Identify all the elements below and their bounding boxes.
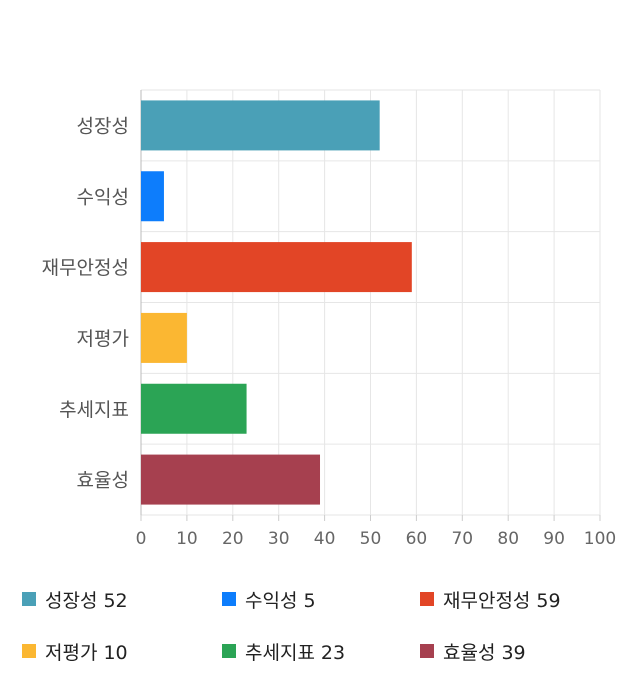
category-label: 효율성 bbox=[77, 470, 129, 492]
legend-swatch bbox=[22, 592, 36, 606]
legend-item: 추세지표 23 bbox=[222, 636, 351, 666]
category-label: 수익성 bbox=[77, 186, 129, 208]
bar bbox=[141, 454, 321, 505]
bar bbox=[141, 100, 380, 151]
legend-swatch bbox=[420, 592, 434, 606]
legend-swatch bbox=[222, 644, 236, 658]
legend-item: 성장성 52 bbox=[22, 584, 134, 614]
legend-label: 저평가 bbox=[45, 641, 98, 664]
x-tick-label: 10 bbox=[176, 529, 198, 549]
legend-value: 23 bbox=[320, 641, 346, 664]
legend-value: 10 bbox=[103, 641, 128, 664]
bar bbox=[141, 171, 164, 222]
bar bbox=[141, 312, 187, 363]
x-tick-label: 70 bbox=[451, 529, 473, 549]
legend-swatch bbox=[222, 592, 236, 606]
x-tick-labels: 0 10 20 30 40 50 60 70 80 90 100 bbox=[136, 529, 617, 549]
x-tick-label: 30 bbox=[268, 529, 290, 549]
legend-label: 추세지표 bbox=[245, 641, 315, 664]
x-tick-label: 40 bbox=[314, 529, 336, 549]
category-label: 저평가 bbox=[77, 328, 129, 350]
x-tick-label: 80 bbox=[497, 529, 519, 549]
legend-label: 수익성 bbox=[245, 589, 298, 612]
legend: 성장성 52 수익성 5 재무안정성 59 저평가 10 추세지표 23 효율성 39 bbox=[0, 580, 640, 690]
legend-item: 저평가 10 bbox=[22, 636, 134, 666]
bars bbox=[141, 100, 412, 505]
legend-label: 성장성 bbox=[45, 589, 98, 612]
legend-label: 효율성 bbox=[443, 641, 496, 664]
legend-item: 수익성 5 bbox=[222, 584, 322, 614]
category-label: 재무안정성 bbox=[42, 257, 129, 279]
legend-value: 52 bbox=[103, 589, 128, 612]
legend-item: 재무안정성 59 bbox=[420, 584, 567, 614]
bar bbox=[141, 383, 247, 434]
legend-value: 5 bbox=[303, 589, 316, 612]
legend-swatch bbox=[22, 644, 36, 658]
x-tick-label: 0 bbox=[136, 529, 147, 549]
x-tick-label: 90 bbox=[543, 529, 565, 549]
bar bbox=[141, 242, 412, 293]
x-tick-label: 50 bbox=[360, 529, 382, 549]
legend-label: 재무안정성 bbox=[443, 589, 531, 612]
legend-value: 59 bbox=[536, 589, 561, 612]
x-tick-label: 20 bbox=[222, 529, 244, 549]
legend-item: 효율성 39 bbox=[420, 636, 532, 666]
x-tick-label: 60 bbox=[406, 529, 428, 549]
legend-swatch bbox=[420, 644, 434, 658]
category-label: 추세지표 bbox=[59, 399, 129, 421]
category-label: 성장성 bbox=[77, 115, 129, 137]
x-tick-label: 100 bbox=[584, 529, 616, 549]
legend-value: 39 bbox=[501, 641, 526, 664]
grid-lines bbox=[140, 89, 601, 521]
